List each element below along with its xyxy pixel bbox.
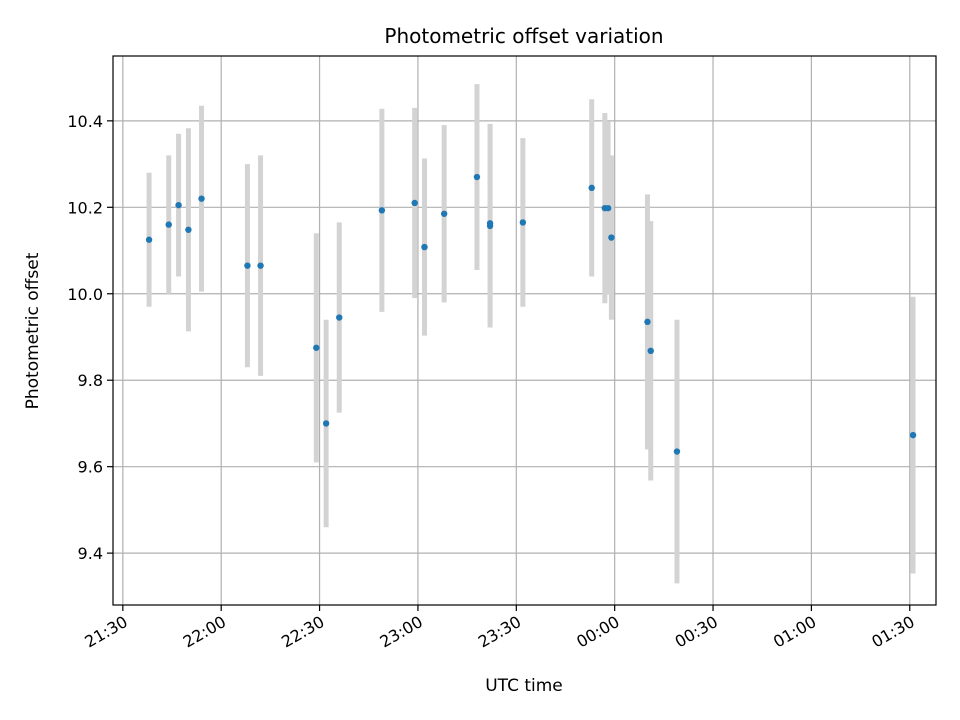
data-point: [909, 431, 917, 439]
data-point: [411, 199, 418, 207]
y-tick-label: 10.4: [67, 112, 103, 131]
y-tick-label: 9.8: [78, 371, 103, 390]
data-point: [313, 344, 320, 351]
y-tick-label: 9.4: [78, 544, 103, 563]
x-axis-title: UTC time: [485, 676, 563, 696]
data-point: [608, 234, 615, 241]
y-tick-label: 9.6: [78, 458, 103, 477]
data-point: [588, 184, 595, 192]
data-point: [473, 173, 481, 181]
data-point: [175, 201, 182, 209]
plot-area-frame: [112, 55, 937, 606]
data-point: [378, 207, 386, 214]
y-tick-label: 10.2: [67, 198, 103, 217]
data-point: [244, 262, 251, 269]
data-point: [421, 243, 428, 251]
data-point: [198, 195, 205, 202]
data-point: [165, 221, 172, 228]
y-axis-title: Photometric offset: [23, 252, 43, 409]
y-tick-label: 10.0: [67, 285, 103, 304]
data-point: [486, 222, 494, 230]
y-axis-ticks: 9.4 9.6 9.8 10.0 10.2 10.4: [67, 112, 113, 563]
chart-title: Photometric offset variation: [384, 24, 663, 48]
data-point: [673, 448, 681, 455]
data-point: [644, 318, 651, 326]
data-point: [440, 210, 448, 217]
data-points: [145, 173, 917, 455]
data-point: [336, 314, 343, 321]
data-point: [647, 347, 654, 355]
data-point: [604, 204, 612, 212]
data-point: [519, 219, 527, 226]
data-point: [257, 262, 264, 269]
data-point: [145, 236, 153, 243]
data-point: [185, 226, 192, 233]
data-point: [322, 420, 330, 427]
